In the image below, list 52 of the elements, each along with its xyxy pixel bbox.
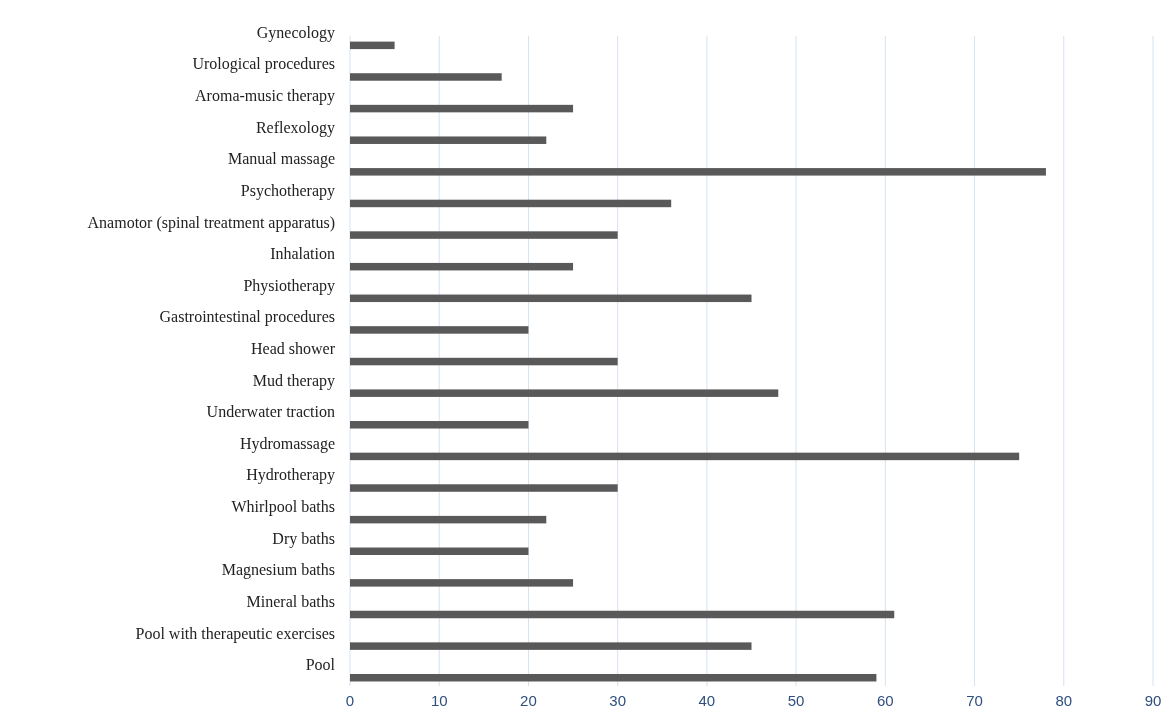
y-tick-label: Pool with therapeutic exercises xyxy=(135,624,335,643)
y-tick-label: Pool xyxy=(305,656,336,674)
y-tick-label: Urological procedures xyxy=(192,55,335,74)
bar xyxy=(350,73,502,81)
y-tick-label: Head shower xyxy=(251,340,336,357)
bar xyxy=(350,168,1046,176)
y-tick-label: Hydrotherapy xyxy=(246,466,335,485)
bar xyxy=(350,515,547,524)
y-tick-label: Magnesium baths xyxy=(221,561,335,580)
y-tick-label: Gynecology xyxy=(256,23,335,42)
x-tick-label: 70 xyxy=(966,692,983,709)
bar xyxy=(350,294,752,303)
y-tick-label: Underwater traction xyxy=(206,403,335,421)
x-tick-label: 80 xyxy=(1055,692,1073,709)
x-tick-label: 60 xyxy=(876,692,894,709)
bar xyxy=(350,41,395,50)
bar xyxy=(350,326,529,334)
y-tick-label: Reflexology xyxy=(255,118,335,137)
bar xyxy=(350,262,574,271)
x-tick-label: 20 xyxy=(520,692,537,709)
bar xyxy=(350,452,1020,461)
x-tick-label: 10 xyxy=(430,692,448,709)
y-tick-label: Mud therapy xyxy=(252,371,335,390)
x-tick-label: 90 xyxy=(1144,692,1162,709)
y-tick-label: Anamotor (spinal treatment apparatus) xyxy=(87,213,335,232)
bar xyxy=(350,642,752,650)
bar xyxy=(350,199,672,208)
y-tick-label: Inhalation xyxy=(270,245,335,263)
x-tick-label: 50 xyxy=(787,692,805,709)
bar xyxy=(350,484,618,492)
bar xyxy=(350,357,618,366)
y-tick-label: Mineral baths xyxy=(246,592,335,610)
bar xyxy=(350,673,877,682)
x-tick-label: 40 xyxy=(698,692,716,709)
y-tick-label: Whirlpool baths xyxy=(231,498,335,517)
y-tick-label: Physiotherapy xyxy=(243,276,335,295)
bar xyxy=(350,610,895,619)
y-tick-label: Gastrointestinal procedures xyxy=(159,308,335,327)
x-tick-label: 30 xyxy=(609,692,627,709)
bar xyxy=(350,389,779,397)
y-tick-label: Psychotherapy xyxy=(240,181,335,200)
bar xyxy=(350,104,574,113)
y-tick-label: Dry baths xyxy=(272,529,335,548)
bar xyxy=(350,136,547,144)
y-tick-label: Hydromassage xyxy=(239,434,335,453)
bar xyxy=(350,421,529,429)
y-tick-label: Manual massage xyxy=(227,150,335,169)
bar xyxy=(350,231,618,239)
x-tick-label: 0 xyxy=(345,692,355,709)
bar xyxy=(350,547,529,556)
bar xyxy=(350,579,574,587)
y-tick-label: Aroma-music therapy xyxy=(195,87,335,106)
